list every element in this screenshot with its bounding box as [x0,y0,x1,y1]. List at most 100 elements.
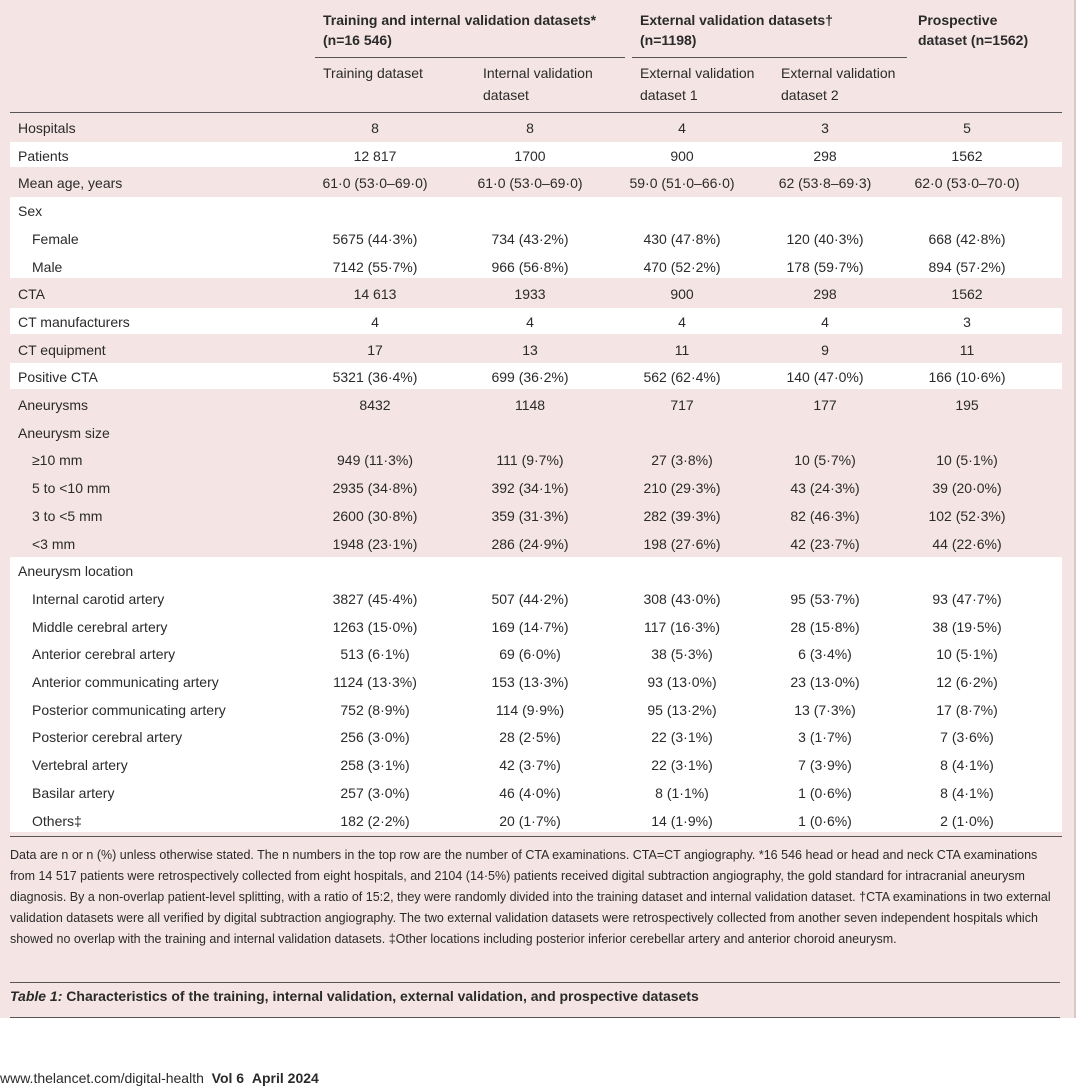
cell: 8 [526,120,534,136]
cell: 95 (53·7%) [790,590,860,607]
cell: 4 [678,313,686,330]
cell: 4 [526,313,534,330]
row-label: Mean age, years [18,175,123,192]
column-header: Training dataset [323,65,423,81]
cell: 210 (29·3%) [643,480,721,497]
cell: 562 (62·4%) [643,369,721,386]
cell: 166 (10·6%) [928,369,1006,386]
cell: 1 (0·6%) [798,784,852,801]
cell: 177 [813,397,837,413]
cell: 140 (47·0%) [786,369,864,386]
column-header: dataset 1 [640,87,698,103]
cell: 1700 [514,147,546,164]
cell: 17 (8·7%) [936,701,998,718]
row-band [10,197,1062,279]
cell: 195 [955,397,979,413]
cell: 42 (3·7%) [499,757,561,774]
cell: 258 (3·1%) [340,757,410,774]
table-panel [0,0,1076,1018]
row-label: Aneurysm location [18,563,134,580]
row-label: Aneurysms [18,397,89,413]
cell: 256 (3·0%) [340,729,410,746]
cell: 513 (6·1%) [340,646,410,663]
cell: 734 (43·2%) [491,230,569,247]
column-header: dataset [483,87,529,103]
cell: 900 [670,147,694,164]
cell: 430 (47·8%) [643,230,721,247]
cell: 359 (31·3%) [491,507,569,524]
cell: 2600 (30·8%) [332,507,418,524]
row-label: 5 to <10 mm [32,480,111,497]
cell: 111 (9·7%) [496,452,564,469]
cell: 93 (13·0%) [647,674,717,690]
cell: 2935 (34·8%) [332,480,418,497]
cell: 61·0 (53·0–69·0) [477,175,583,192]
cell: 752 (8·9%) [340,701,410,718]
cell: 1562 [951,286,983,303]
row-label: Positive CTA [18,369,98,386]
cell: 117 (16·3%) [643,618,721,635]
footer-url: www.thelancet.com/digital-health [0,1070,204,1086]
cell: 966 (56·8%) [491,258,569,275]
cell: 3827 (45·4%) [332,590,418,607]
cell: 717 [670,397,694,413]
row-label: CT manufacturers [18,313,130,330]
cell: 1263 (15·0%) [332,618,418,635]
cell: 10 (5·7%) [794,452,856,469]
cell: 900 [670,286,694,303]
cell: 4 [371,313,379,330]
cell: 1933 [514,286,546,303]
cell: 11 [959,341,975,358]
cell: 1124 (13·3%) [333,674,417,690]
row-label: <3 mm [32,535,76,552]
row-band [10,363,1062,389]
footer-volume: Vol 6 [211,1070,245,1086]
row-label: Middle cerebral artery [32,618,168,635]
cell: 10 (5·1%) [936,452,998,469]
cell: 392 (34·1%) [491,480,569,497]
row-label: Female [32,230,79,247]
cell: 298 [813,286,837,303]
group-header: Training and internal validation dataset… [323,12,597,28]
cell: 39 (20·0%) [932,480,1002,497]
rule [10,836,1062,838]
row-label: Internal carotid artery [32,590,165,607]
column-header: dataset 2 [781,87,839,103]
cell: 8 (1·1%) [655,784,709,801]
row-label: Sex [18,203,43,220]
row-band [10,307,1062,334]
cell: 8432 [359,397,391,413]
cell: 102 (52·3%) [928,507,1006,524]
cell: 699 (36·2%) [491,369,569,386]
rule [10,1017,1060,1018]
row-label: Aneurysm size [18,424,110,441]
cell: 182 (2·2%) [340,812,410,829]
row-label: Patients [18,147,69,164]
cell: 114 (9·9%) [495,701,565,718]
cell: 5675 (44·3%) [332,230,418,247]
row-band [10,141,1062,168]
cell: 9 [821,341,829,358]
footer: www.thelancet.com/digital-health Vol 6 A… [0,1070,319,1086]
column-header: Internal validation [483,65,593,81]
cell: 38 (19·5%) [932,618,1002,635]
cell: 169 (14·7%) [491,618,569,635]
cell: 10 (5·1%) [936,646,998,663]
cell: 62 (53·8–69·3) [778,175,872,192]
cell: 1948 (23·1%) [332,535,418,552]
row-label: ≥10 mm [32,452,83,469]
cell: 178 (59·7%) [786,258,864,275]
row-label: Others‡ [32,812,82,829]
cell: 43 (24·3%) [790,480,860,497]
cell: 82 (46·3%) [790,507,860,524]
row-label: Posterior communicating artery [32,701,226,718]
cell: 894 (57·2%) [928,258,1006,275]
caption-label: Table 1: [10,988,63,1004]
cell: 153 (13·3%) [491,674,569,690]
footer-date: April 2024 [251,1070,319,1086]
cell: 6 (3·4%) [798,646,852,663]
cell: 28 (2·5%) [499,729,561,746]
caption: Table 1: Characteristics of the training… [10,988,699,1004]
cell: 22 (3·1%) [651,729,713,746]
row-label: Posterior cerebral artery [32,729,183,746]
